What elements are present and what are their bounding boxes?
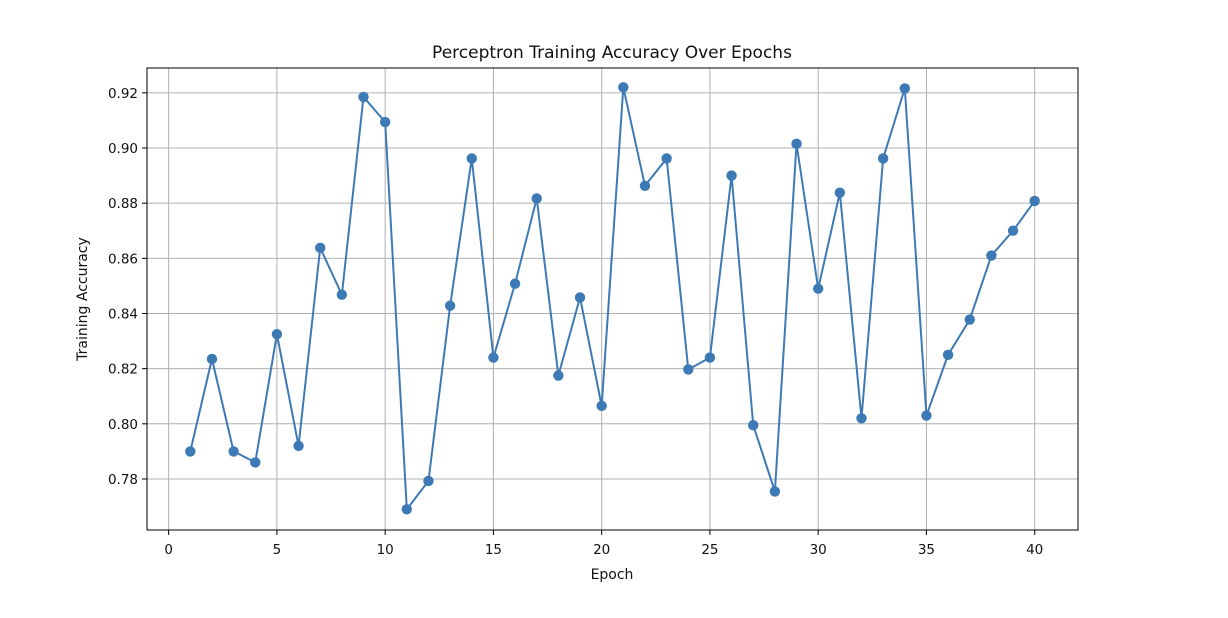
data-point-epoch-28: [769, 486, 781, 497]
data-point-epoch-33: [877, 153, 889, 164]
data-point-epoch-9: [358, 91, 369, 103]
y-tick-label: 0.92: [108, 86, 138, 102]
data-point-epoch-37: [964, 314, 975, 325]
data-point-epoch-34: [899, 83, 910, 94]
data-point-epoch-1: [185, 446, 196, 457]
x-axis-label: Epoch: [591, 567, 634, 583]
x-tick-label: 25: [701, 542, 718, 558]
data-point-epoch-31: [834, 187, 846, 198]
data-point-epoch-17: [531, 193, 542, 204]
data-point-epoch-27: [748, 419, 759, 431]
data-point-epoch-18: [553, 370, 564, 381]
data-point-epoch-3: [228, 446, 239, 457]
y-axis-label: Training Accuracy: [75, 237, 91, 362]
data-point-epoch-7: [315, 242, 326, 254]
data-point-epoch-4: [250, 457, 261, 468]
data-point-epoch-14: [466, 153, 477, 164]
x-tick-label: 0: [164, 542, 173, 558]
data-point-epoch-5: [271, 328, 283, 340]
y-tick-label: 0.86: [108, 251, 138, 267]
data-point-epoch-30: [812, 283, 824, 294]
x-tick-label: 5: [273, 542, 282, 558]
data-point-epoch-24: [683, 364, 694, 375]
plot-frame: [146, 67, 1079, 531]
data-point-epoch-29: [791, 138, 802, 150]
data-point-epoch-21: [618, 82, 629, 93]
data-point-epoch-8: [336, 289, 348, 300]
data-point-epoch-10: [379, 116, 391, 128]
y-tick-label: 0.82: [108, 362, 138, 378]
x-tick-label: 40: [1026, 542, 1043, 558]
data-point-epoch-6: [293, 440, 304, 452]
data-point-epoch-15: [488, 352, 499, 363]
data-point-epoch-26: [726, 170, 737, 181]
data-point-epoch-12: [423, 475, 434, 487]
data-point-epoch-23: [661, 153, 672, 164]
data-point-epoch-39: [1007, 225, 1019, 236]
data-point-epoch-16: [509, 278, 521, 289]
data-point-epoch-2: [206, 353, 218, 365]
accuracy-series-line: [189, 86, 1036, 511]
x-tick-label: 30: [810, 542, 827, 558]
data-point-epoch-35: [921, 410, 932, 421]
data-point-epoch-11: [401, 504, 413, 515]
data-point-epoch-20: [596, 400, 607, 412]
data-point-epoch-22: [639, 180, 651, 191]
x-tick-label: 10: [377, 542, 394, 558]
series-layer: [185, 82, 1040, 515]
x-tick-label: 20: [593, 542, 610, 558]
data-point-epoch-38: [986, 250, 997, 261]
data-point-epoch-25: [704, 352, 716, 363]
chart-title: Perceptron Training Accuracy Over Epochs: [432, 43, 792, 63]
y-tick-label: 0.78: [108, 472, 138, 488]
x-tick-label: 35: [918, 542, 935, 558]
data-point-epoch-40: [1029, 195, 1040, 207]
x-tick-label: 15: [485, 542, 502, 558]
y-tick-label: 0.80: [108, 417, 138, 433]
tick-layer: 0 5 10 15 20 25 30 35 40 0.78 0.80 0.82 0.84 0.86 0.88…: [108, 86, 1043, 558]
data-point-epoch-32: [856, 413, 867, 424]
y-tick-label: 0.90: [108, 141, 138, 157]
y-tick-label: 0.88: [108, 196, 138, 212]
data-point-epoch-36: [942, 349, 954, 361]
data-point-epoch-13: [444, 300, 456, 311]
y-tick-label: 0.84: [108, 306, 138, 322]
data-point-epoch-19: [574, 292, 586, 303]
